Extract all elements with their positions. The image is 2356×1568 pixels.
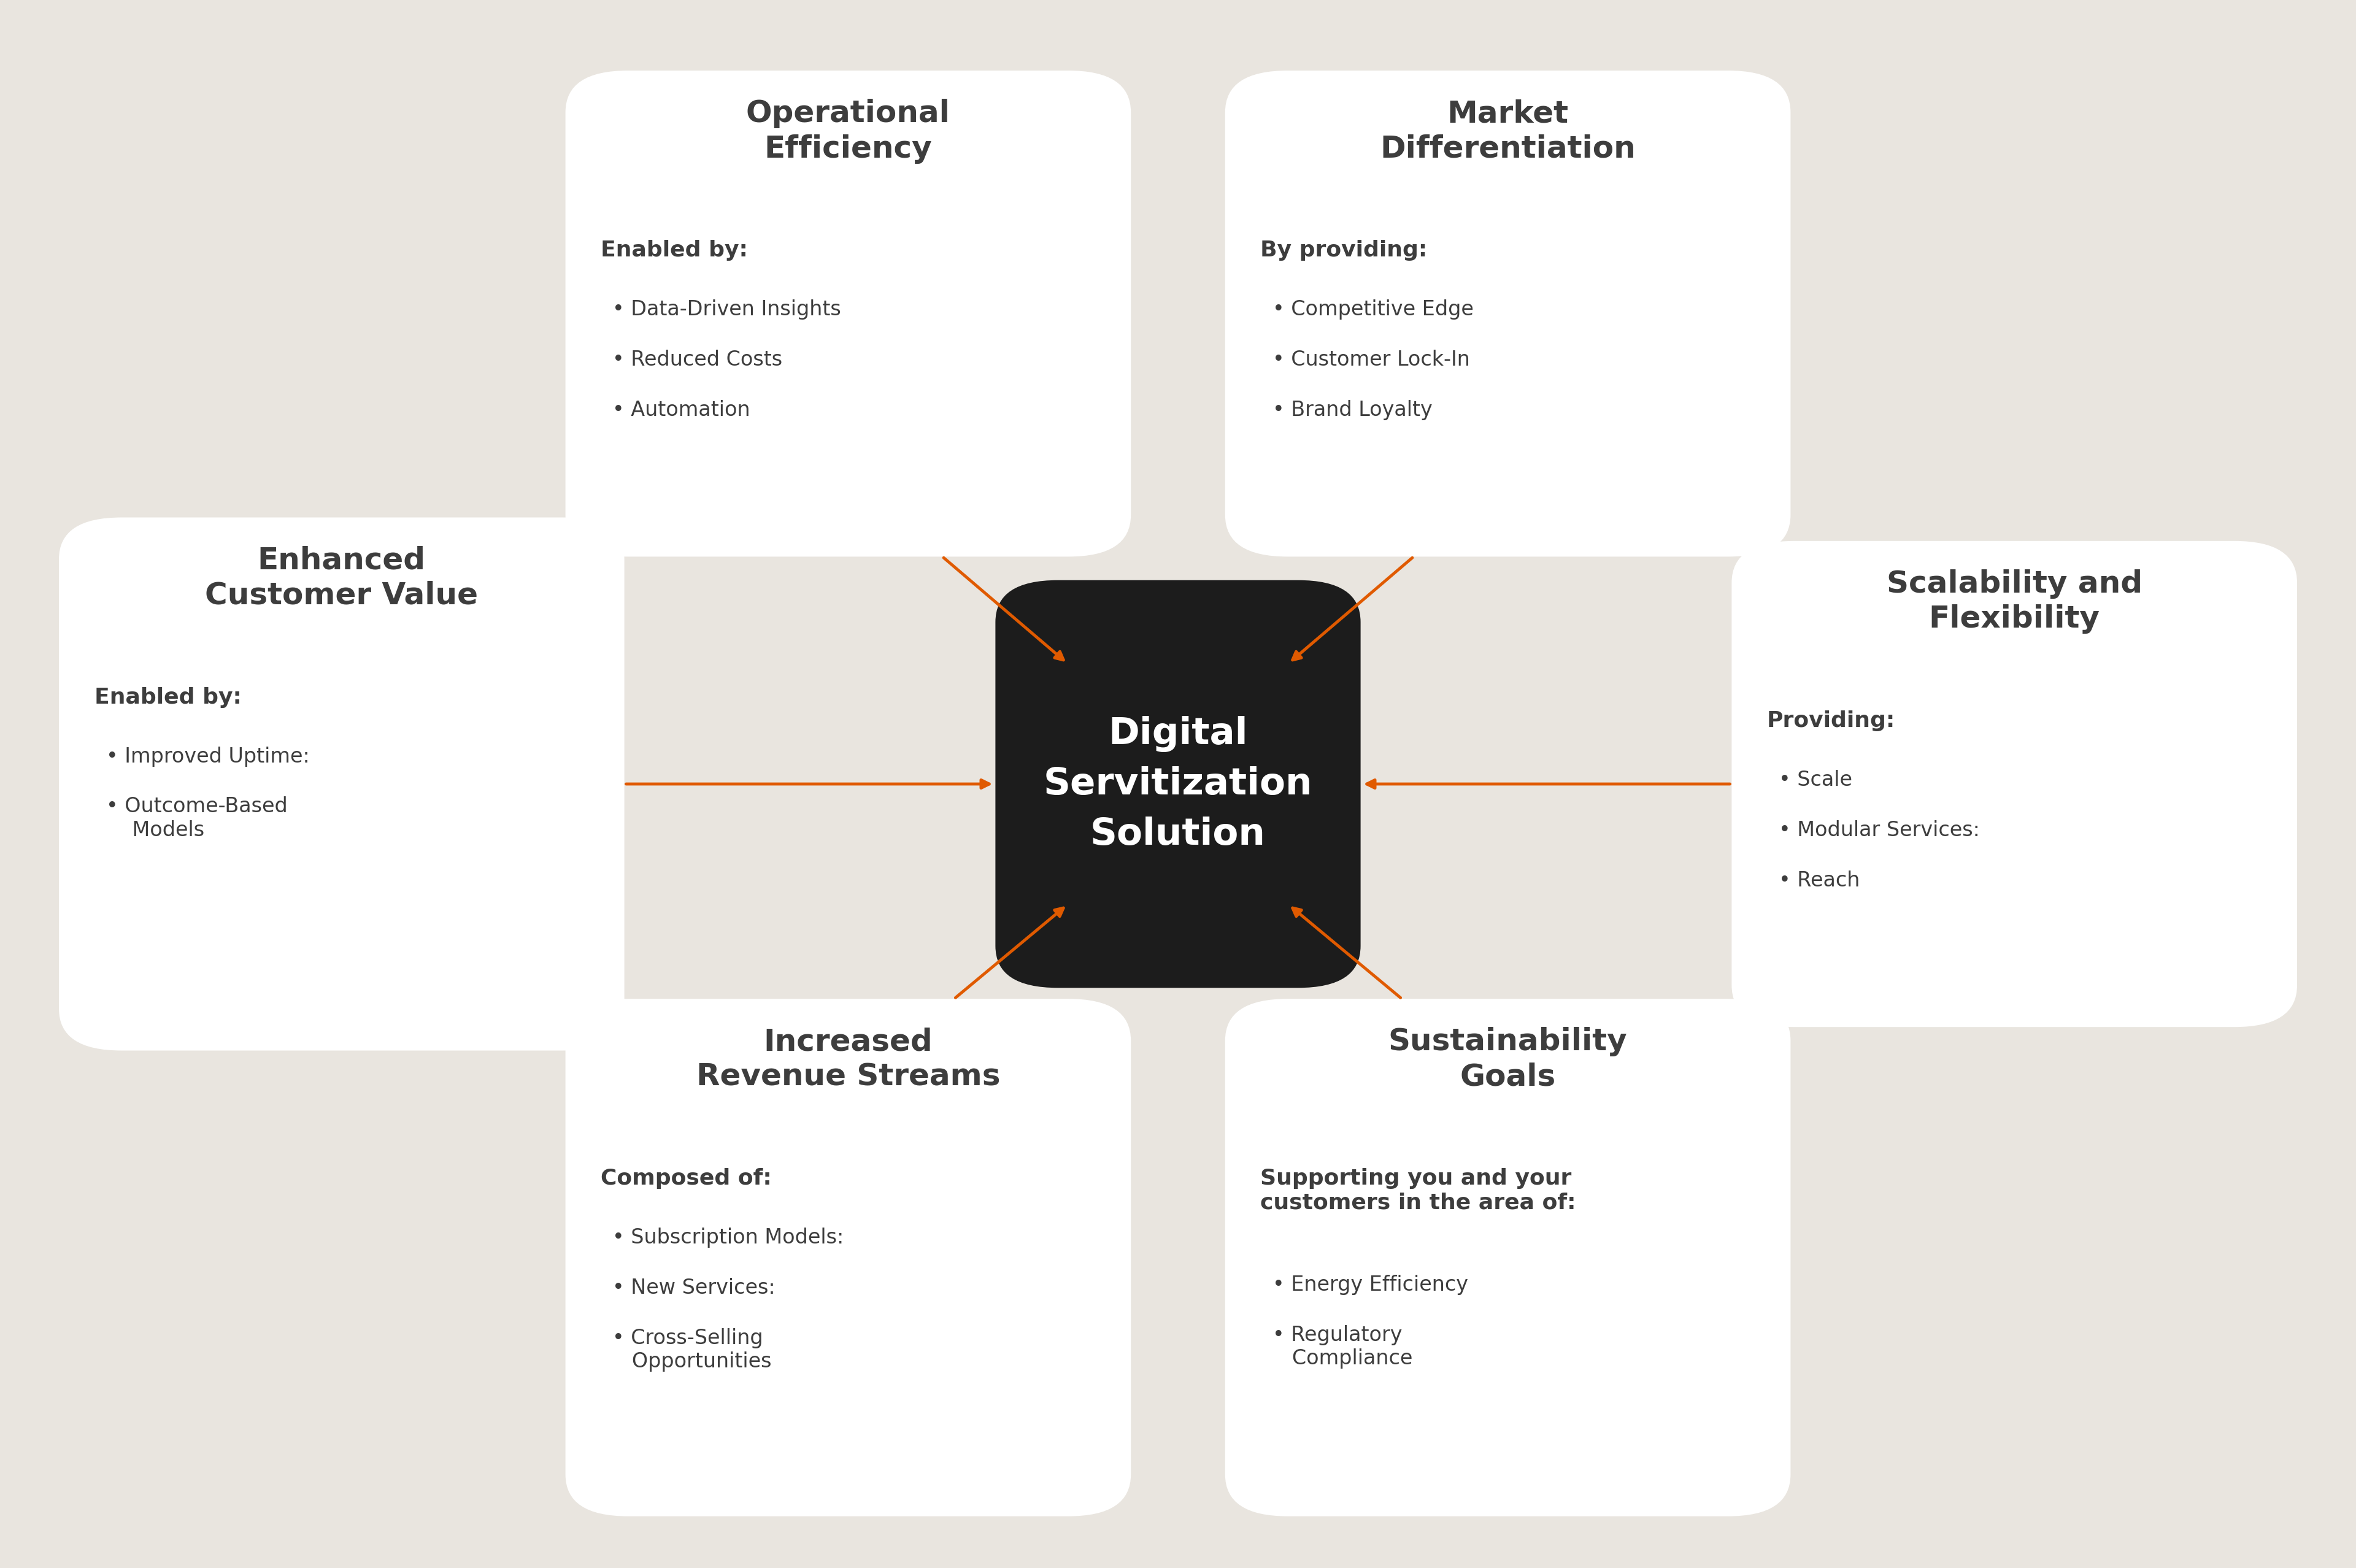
Text: Enhanced
Customer Value: Enhanced Customer Value [205,546,478,610]
Text: • Modular Services:: • Modular Services: [1779,820,1979,840]
Text: • Reach: • Reach [1779,870,1859,891]
FancyBboxPatch shape [1225,71,1791,557]
Text: Providing:: Providing: [1767,710,1894,731]
Text: Enabled by:: Enabled by: [94,687,240,707]
Text: • Brand Loyalty: • Brand Loyalty [1272,400,1432,420]
Text: Scalability and
Flexibility: Scalability and Flexibility [1887,569,2142,633]
Text: • Energy Efficiency: • Energy Efficiency [1272,1275,1468,1295]
FancyBboxPatch shape [565,999,1131,1516]
FancyBboxPatch shape [1732,541,2297,1027]
FancyBboxPatch shape [565,71,1131,557]
Text: Digital
Servitization
Solution: Digital Servitization Solution [1044,715,1312,853]
Text: • New Services:: • New Services: [613,1278,775,1298]
Text: Sustainability
Goals: Sustainability Goals [1388,1027,1628,1091]
Text: Operational
Efficiency: Operational Efficiency [747,99,949,163]
Text: • Cross-Selling
   Opportunities: • Cross-Selling Opportunities [613,1328,773,1372]
FancyBboxPatch shape [994,580,1362,988]
Text: • Outcome-Based
    Models: • Outcome-Based Models [106,797,287,840]
Text: • Regulatory
   Compliance: • Regulatory Compliance [1272,1325,1411,1369]
FancyBboxPatch shape [59,517,624,1051]
Text: Market
Differentiation: Market Differentiation [1381,99,1635,163]
Text: By providing:: By providing: [1260,240,1428,260]
Text: Enabled by:: Enabled by: [601,240,747,260]
Text: • Subscription Models:: • Subscription Models: [613,1228,843,1248]
Text: Supporting you and your
customers in the area of:: Supporting you and your customers in the… [1260,1168,1576,1214]
Text: Composed of:: Composed of: [601,1168,773,1189]
Text: • Automation: • Automation [613,400,749,420]
Text: • Scale: • Scale [1779,770,1852,790]
FancyBboxPatch shape [1225,999,1791,1516]
Text: • Customer Lock-In: • Customer Lock-In [1272,350,1470,370]
Text: • Competitive Edge: • Competitive Edge [1272,299,1472,320]
Text: • Reduced Costs: • Reduced Costs [613,350,782,370]
Text: • Data-Driven Insights: • Data-Driven Insights [613,299,841,320]
Text: • Improved Uptime:: • Improved Uptime: [106,746,309,767]
Text: Increased
Revenue Streams: Increased Revenue Streams [695,1027,1001,1091]
